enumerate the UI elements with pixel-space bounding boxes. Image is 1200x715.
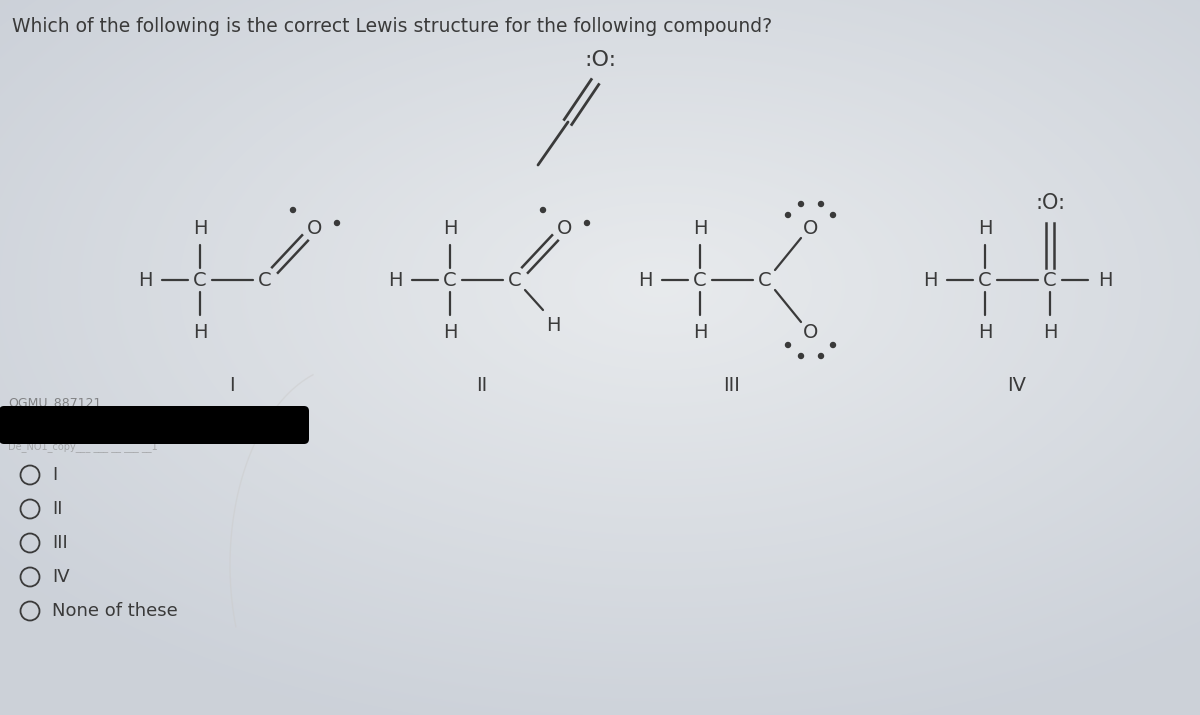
Text: De_NO1_copy___ ___ __ ___ __1: De_NO1_copy___ ___ __ ___ __1 [8,442,157,453]
Text: C: C [443,270,457,290]
Circle shape [290,207,295,212]
Text: H: H [692,219,707,237]
Text: H: H [923,270,937,290]
Circle shape [830,342,835,347]
Text: H: H [443,322,457,342]
Text: H: H [193,219,208,237]
Text: O: O [557,219,572,237]
Text: C: C [978,270,992,290]
Text: C: C [1043,270,1057,290]
Text: :O:: :O: [584,50,616,70]
Text: H: H [637,270,653,290]
Text: IV: IV [1008,375,1026,395]
Text: :O:: :O: [1034,193,1066,213]
Circle shape [818,353,823,358]
Text: I: I [52,466,58,484]
Text: H: H [388,270,402,290]
Circle shape [786,342,791,347]
Circle shape [798,202,804,207]
Text: Which of the following is the correct Lewis structure for the following compound: Which of the following is the correct Le… [12,17,772,36]
Text: II: II [476,375,487,395]
Text: C: C [193,270,206,290]
Circle shape [786,212,791,217]
Text: I: I [229,375,235,395]
Text: H: H [443,219,457,237]
Text: O: O [803,219,818,237]
Text: II: II [52,500,62,518]
Text: C: C [508,270,522,290]
Circle shape [335,220,340,225]
Text: C: C [258,270,272,290]
Text: H: H [978,219,992,237]
Circle shape [540,207,546,212]
Text: C: C [694,270,707,290]
Circle shape [818,202,823,207]
Text: H: H [1098,270,1112,290]
Text: H: H [138,270,152,290]
Text: III: III [52,534,67,552]
FancyBboxPatch shape [0,406,310,444]
Text: IV: IV [52,568,70,586]
Text: OGMU_887121: OGMU_887121 [8,397,101,410]
Text: H: H [546,315,560,335]
Circle shape [798,353,804,358]
Text: H: H [692,322,707,342]
Circle shape [830,212,835,217]
Text: O: O [803,322,818,342]
Text: III: III [724,375,740,395]
Text: H: H [1043,322,1057,342]
Text: H: H [978,322,992,342]
Text: C: C [758,270,772,290]
Text: H: H [193,322,208,342]
Circle shape [584,220,589,225]
Text: O: O [307,219,323,237]
Text: None of these: None of these [52,602,178,620]
